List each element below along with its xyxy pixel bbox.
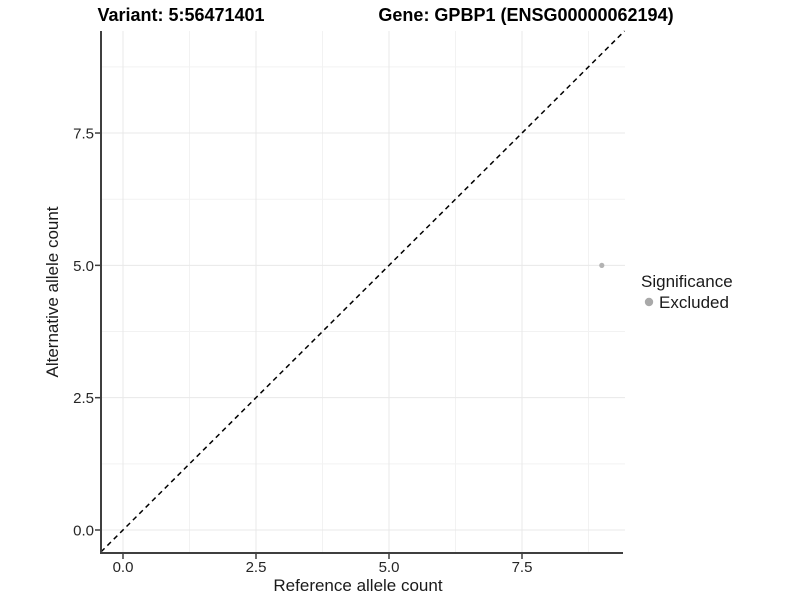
x-tick-label: 0.0	[113, 559, 134, 576]
grid-layer	[101, 31, 625, 553]
plot-title-gene: Gene: GPBP1 (ENSG00000062194)	[378, 5, 673, 25]
x-tick-label: 2.5	[246, 559, 267, 576]
y-tick-label: 7.5	[73, 126, 94, 143]
plot-title-variant: Variant: 5:56471401	[97, 5, 264, 25]
legend: Significance Excluded	[641, 272, 733, 312]
identity-dashed-line	[100, 30, 626, 553]
y-tick-label: 0.0	[73, 523, 94, 540]
y-tick-label: 2.5	[73, 390, 94, 407]
axis-layer: 0.0 2.5 5.0 7.5 0.0 2.5 5.0 7.5	[73, 31, 623, 576]
data-point-excluded	[599, 262, 605, 268]
legend-key-dot-icon	[644, 297, 654, 307]
x-tick-label: 5.0	[379, 559, 400, 576]
x-axis-title: Reference allele count	[273, 576, 442, 595]
legend-title: Significance	[641, 272, 733, 291]
x-tick-label: 7.5	[512, 559, 533, 576]
y-tick-label: 5.0	[73, 258, 94, 275]
data-points-layer	[599, 262, 605, 268]
legend-entry-label: Excluded	[659, 293, 729, 312]
y-axis-title: Alternative allele count	[43, 206, 62, 377]
